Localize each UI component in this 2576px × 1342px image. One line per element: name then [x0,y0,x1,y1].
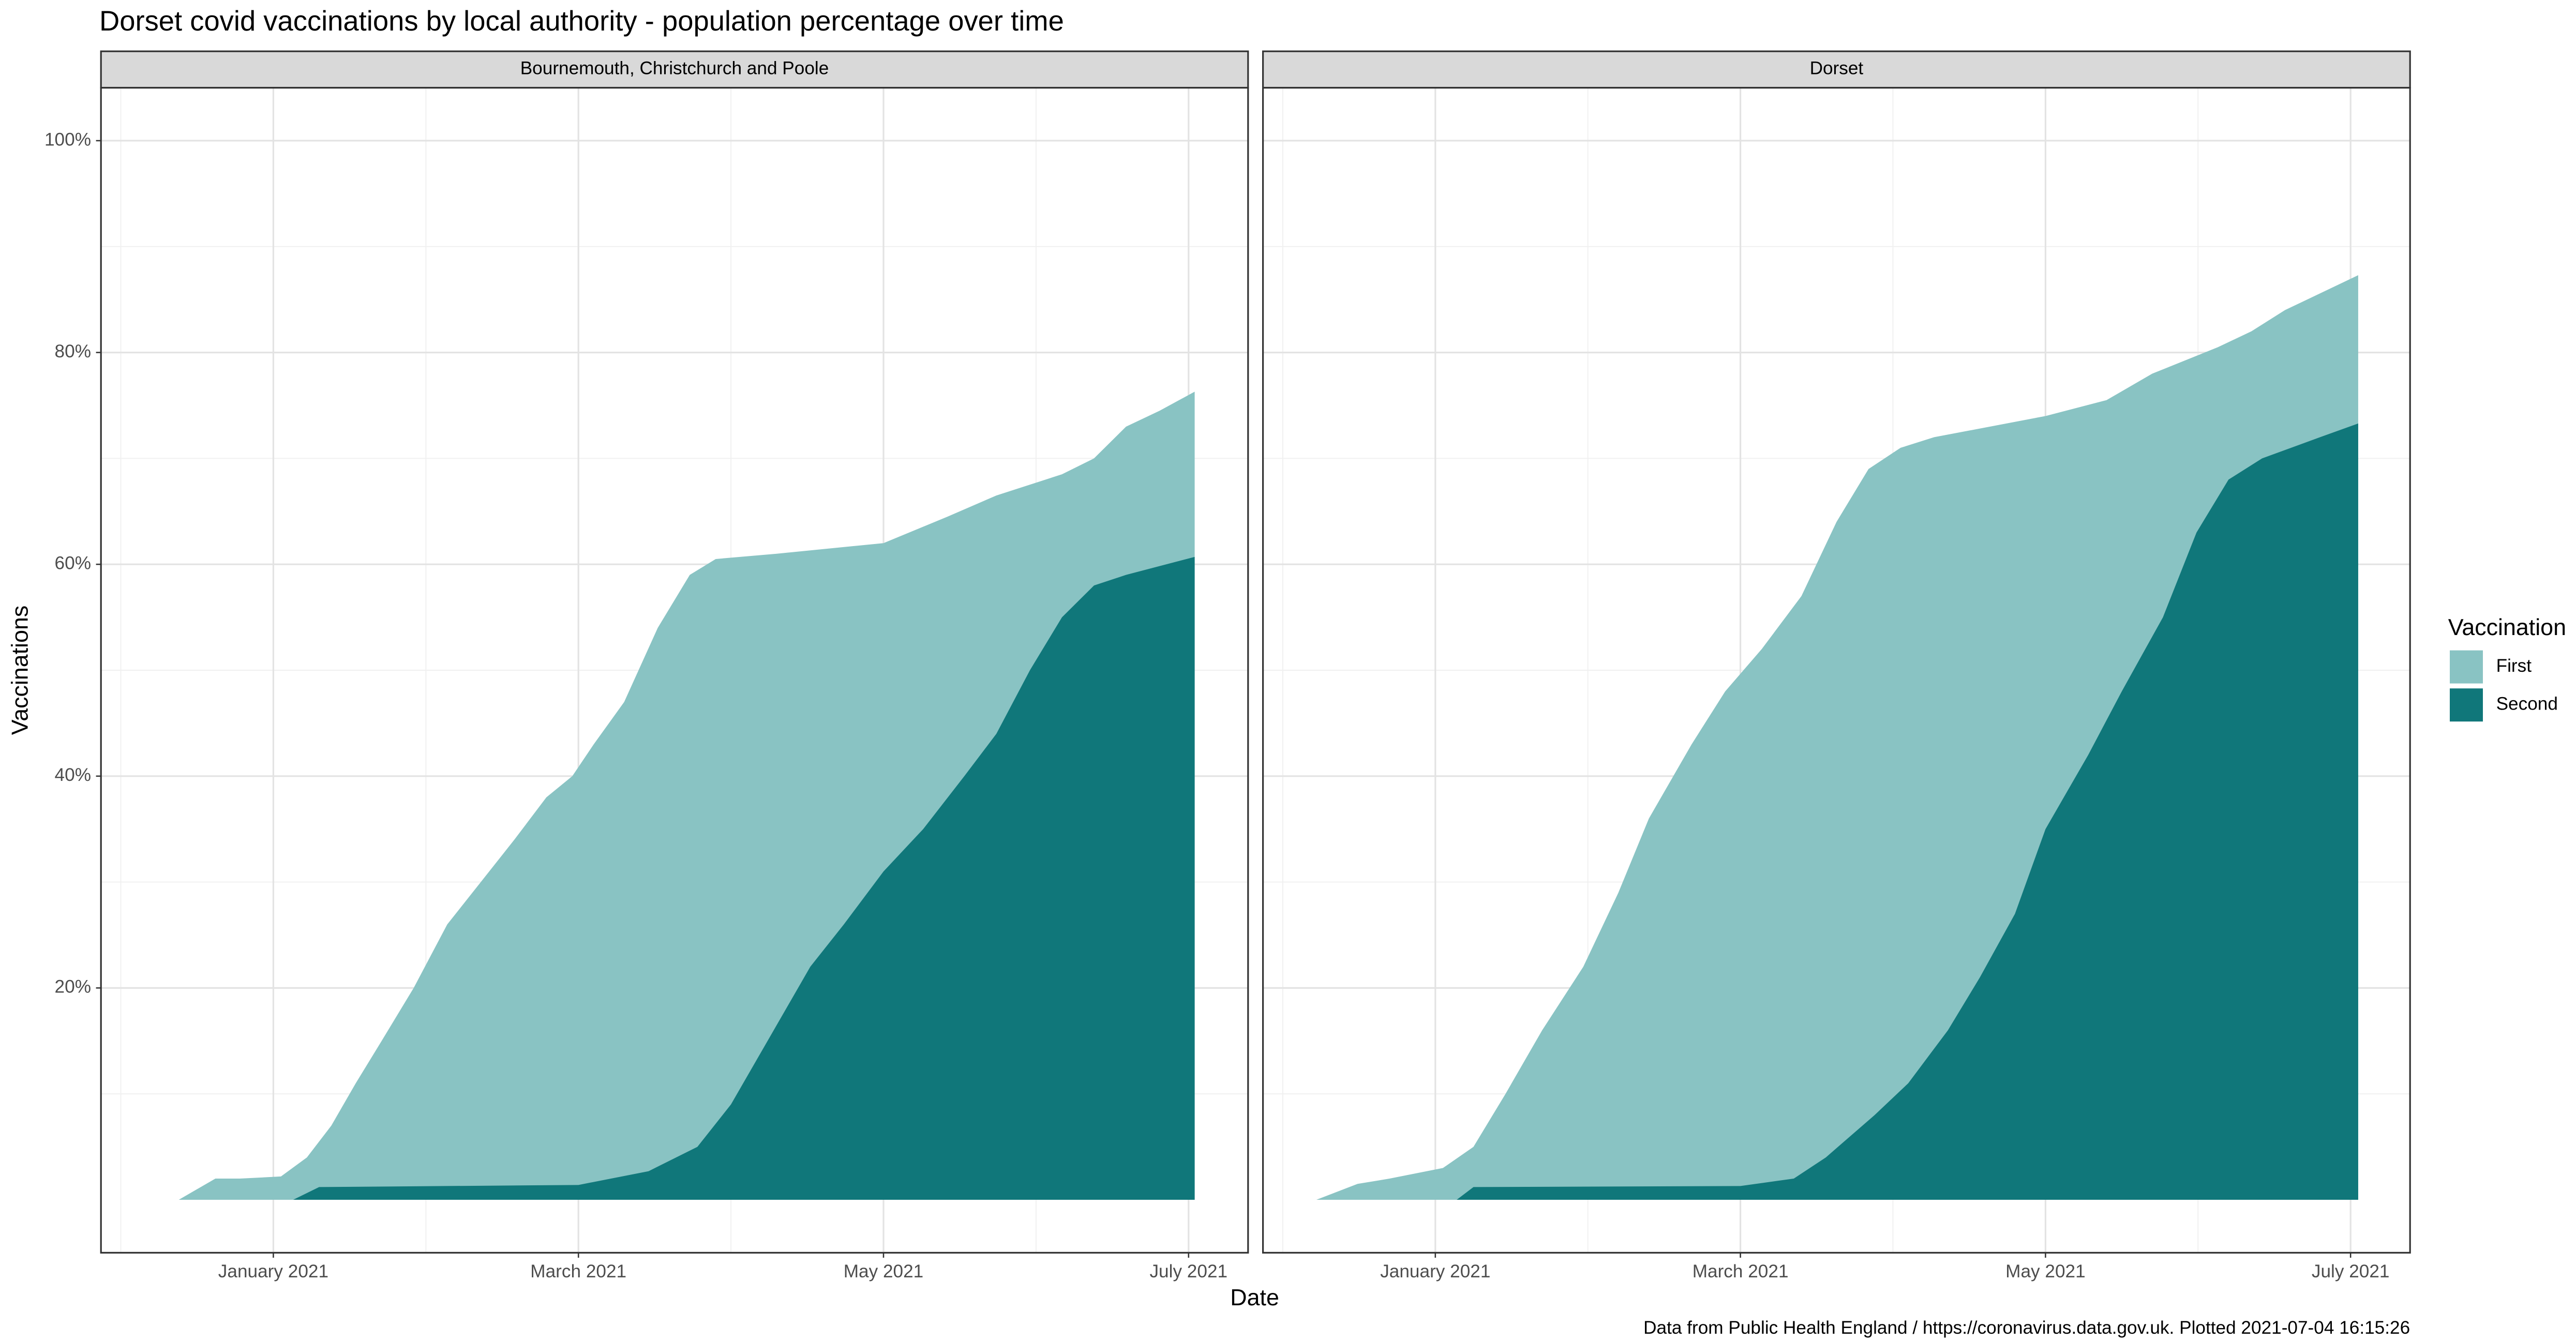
y-axis-label: Vaccinations [7,606,33,735]
legend-label: First [2496,656,2532,676]
legend-key [2449,688,2483,722]
x-tick-label: May 2021 [2005,1261,2086,1281]
strip [100,50,1249,89]
x-tick-label: March 2021 [1693,1261,1789,1281]
y-tick-label: 60% [55,553,91,573]
y-tick-label: 40% [55,765,91,785]
x-tick-label: July 2021 [2312,1261,2390,1281]
x-tick-label: January 2021 [1380,1261,1490,1281]
legend-key [2449,650,2483,684]
area [293,556,1195,1200]
chart-title: Dorset covid vaccinations by local autho… [99,5,1064,37]
strip-label: Dorset [1810,58,1864,79]
x-axis-label: Date [1230,1285,1279,1310]
strip-label: Bournemouth, Christchurch and Poole [520,58,829,79]
caption: Data from Public Health England / https:… [1643,1318,2410,1338]
y-tick-label: 100% [44,129,91,149]
y-tick-label: 20% [55,977,91,997]
strip [1262,50,2411,89]
area [1457,423,2358,1200]
x-tick-label: May 2021 [844,1261,924,1281]
legend-title: Vaccination [2448,614,2566,640]
x-tick-label: January 2021 [218,1261,328,1281]
x-tick-label: July 2021 [1149,1261,1227,1281]
legend-label: Second [2496,693,2558,714]
y-tick-label: 80% [55,341,91,361]
x-tick-label: March 2021 [530,1261,626,1281]
